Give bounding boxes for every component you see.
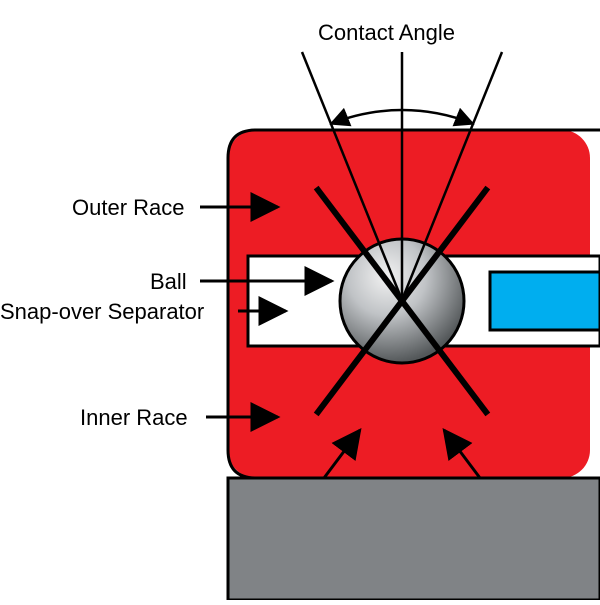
separator-strip [490, 272, 600, 330]
label-ball: Ball [150, 269, 187, 295]
diagram-canvas: Contact Angle Outer Race Ball Snap-over … [0, 0, 600, 600]
label-outer-race: Outer Race [72, 195, 185, 221]
shaft-block [228, 478, 600, 600]
label-inner-race: Inner Race [80, 405, 188, 431]
label-snap-separator: Snap-over Separator [0, 299, 204, 325]
label-contact-angle: Contact Angle [318, 20, 455, 46]
